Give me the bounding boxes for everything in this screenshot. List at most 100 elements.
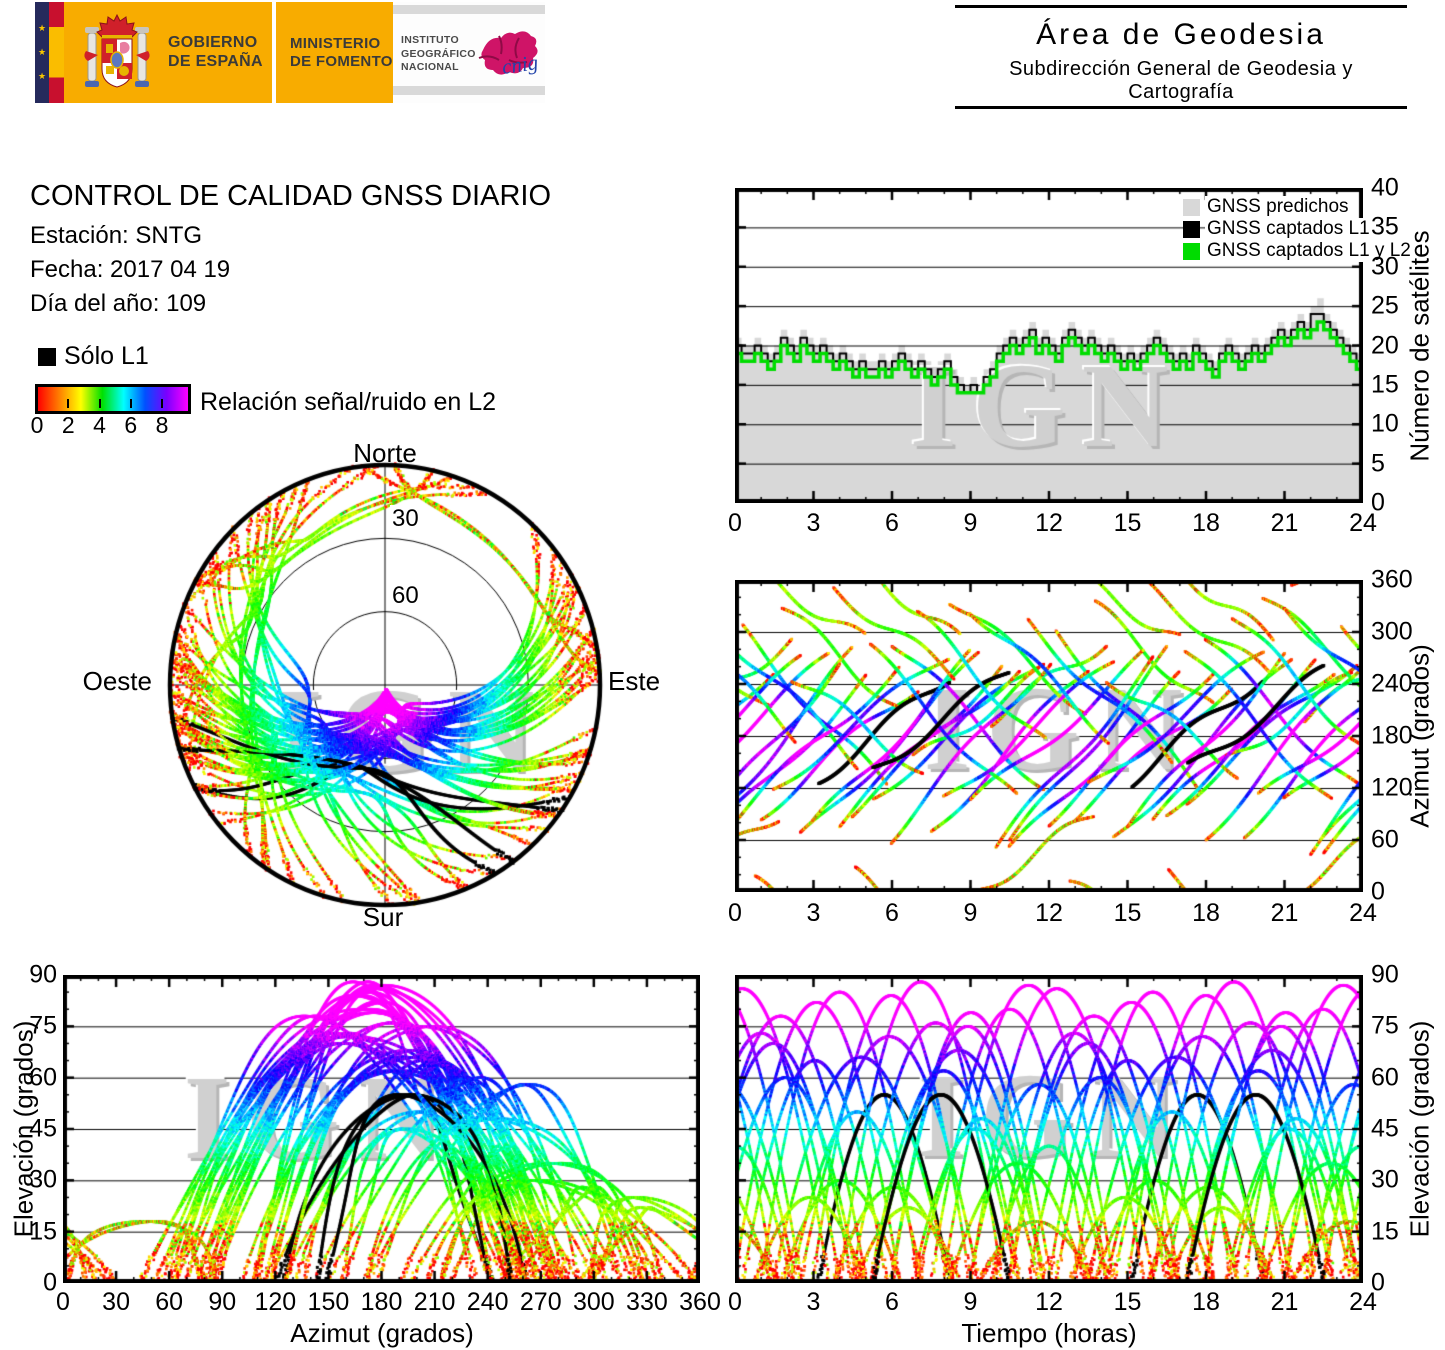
axis-tick-label: 21 <box>1270 1288 1299 1316</box>
black-swatch-icon <box>38 347 56 366</box>
axis-tick-label: 75 <box>29 1011 57 1040</box>
axis-tick-label: 0 <box>1371 1268 1385 1297</box>
instituto-line2: GEOGRÁFICO <box>401 47 476 60</box>
legend-row: GNSS predichos <box>1183 196 1413 218</box>
legend-label: GNSS captados L1 <box>1205 218 1372 240</box>
ministerio-line1: MINISTERIO <box>290 34 381 52</box>
eu-flag-strip: ★ ★ ★ <box>35 2 49 103</box>
colorbar-tick <box>161 399 163 408</box>
axis-tick-label: 60 <box>1371 1063 1399 1092</box>
axis-tick-label: 15 <box>1113 509 1142 537</box>
colorbar-tick-label: 0 <box>30 412 44 438</box>
axis-tick-label: 90 <box>208 1288 237 1316</box>
area-header: Área de Geodesia Subdirección General de… <box>955 5 1407 109</box>
colorbar-tick <box>36 399 38 408</box>
axis-tick-label: 60 <box>1371 825 1399 854</box>
elevation-azimuth-chart <box>63 975 700 1283</box>
axis-tick-label: 210 <box>413 1288 456 1316</box>
axis-tick-label: 18 <box>1192 899 1220 927</box>
axis-tick-label: 21 <box>1270 509 1299 537</box>
sat-count-ylabel: Número de satélites <box>1404 230 1435 462</box>
date-line: Fecha: 2017 04 19 <box>30 256 231 283</box>
star-icon: ★ <box>37 71 47 82</box>
azimuth-time-chart <box>735 580 1363 892</box>
axis-tick-label: 90 <box>29 960 57 989</box>
axis-tick-label: 24 <box>1349 899 1377 927</box>
satellite-count-legend: GNSS predichos GNSS captados L1 GNSS cap… <box>1183 196 1413 262</box>
skyplot-south-label: Sur <box>362 902 404 932</box>
black-swatch-icon <box>1183 220 1200 238</box>
legend-label: GNSS captados L1 y L2 <box>1205 240 1413 262</box>
star-icon: ★ <box>37 46 47 57</box>
colorbar-tick-label: 2 <box>61 412 75 438</box>
ign-block: INSTITUTO GEOGRÁFICO NACIONAL cnig <box>393 2 545 103</box>
axis-tick-label: 120 <box>1371 773 1413 802</box>
axis-tick-label: 3 <box>806 899 821 927</box>
gray-swatch-icon <box>1183 198 1200 216</box>
green-swatch-icon <box>1183 242 1200 260</box>
elev-azimuth-xlabel: Azimut (grados) <box>290 1318 474 1348</box>
cnig-logo-icon: cnig <box>478 31 540 79</box>
legend-label: GNSS predichos <box>1205 196 1351 218</box>
axis-tick-label: 6 <box>885 899 899 927</box>
axis-tick-label: 15 <box>1113 1288 1142 1316</box>
colorbar-tick-label: 6 <box>124 412 138 438</box>
axis-tick-label: 30 <box>102 1288 130 1316</box>
axis-tick-label: 9 <box>963 899 978 927</box>
colorbar-tick <box>67 399 70 408</box>
axis-tick-label: 6 <box>885 509 899 537</box>
axis-tick-label: 270 <box>519 1288 562 1316</box>
area-subtitle: Subdirección General de Geodesia y Carto… <box>1009 58 1353 103</box>
axis-tick-label: 150 <box>307 1288 350 1316</box>
axis-tick-label: 15 <box>1371 1217 1399 1246</box>
station-line: Estación: SNTG <box>30 222 203 249</box>
axis-tick-label: 12 <box>1035 509 1063 537</box>
axis-tick-label: 15 <box>1371 370 1399 399</box>
skyplot-north-label: Norte <box>353 438 417 468</box>
elev-time-ylabel: Elevación (grados) <box>1404 1020 1435 1238</box>
government-logo: ★ ★ ★ <box>35 2 545 103</box>
axis-tick-label: 60 <box>155 1288 184 1316</box>
axis-tick-label: 300 <box>572 1288 615 1316</box>
snr-colorbar-label: Relación señal/ruido en L2 <box>200 388 497 416</box>
spain-flag-strip <box>49 2 64 103</box>
legend-row: GNSS captados L1 y L2 <box>1183 240 1413 262</box>
axis-tick-label: 3 <box>806 1288 821 1316</box>
axis-tick-label: 15 <box>29 1217 57 1246</box>
skyplot-east-label: Este <box>608 666 661 696</box>
colorbar-tick <box>129 399 132 408</box>
axis-tick-label: 180 <box>1371 721 1413 750</box>
divider <box>393 5 545 14</box>
ministerio-block: MINISTERIO DE FOMENTO <box>272 2 393 103</box>
axis-tick-label: 90 <box>1371 960 1399 989</box>
doy-line: Día del año: 109 <box>30 290 207 317</box>
coat-of-arms-icon <box>84 13 150 88</box>
axis-tick-label: 12 <box>1035 1288 1063 1316</box>
axis-tick-label: 0 <box>728 899 742 927</box>
divider <box>393 86 545 95</box>
area-title: Área de Geodesia <box>1036 18 1326 51</box>
axis-tick-label: 40 <box>1371 173 1399 202</box>
axis-tick-label: 3 <box>806 509 821 537</box>
axis-tick-label: 25 <box>1371 291 1399 320</box>
instituto-line3: NACIONAL <box>401 61 459 74</box>
axis-tick-label: 360 <box>679 1288 721 1316</box>
axis-tick-label: 15 <box>1113 899 1142 927</box>
axis-tick-label: 18 <box>1192 509 1220 537</box>
axis-tick-label: 24 <box>1349 509 1377 537</box>
axis-tick-label: 45 <box>1371 1114 1399 1143</box>
axis-tick-label: 0 <box>728 509 742 537</box>
axis-tick-label: 0 <box>56 1288 70 1316</box>
axis-tick-label: 0 <box>1371 488 1385 517</box>
axis-tick-label: 360 <box>1371 565 1413 594</box>
colorbar-tick-label: 8 <box>155 412 169 438</box>
axis-tick-label: 10 <box>1371 409 1399 438</box>
axis-tick-label: 240 <box>466 1288 509 1316</box>
axis-tick-label: 9 <box>963 509 978 537</box>
axis-tick-label: 180 <box>360 1288 403 1316</box>
axis-tick-label: 6 <box>885 1288 899 1316</box>
axis-tick-label: 0 <box>43 1268 57 1297</box>
axis-tick-label: 45 <box>29 1114 57 1143</box>
axis-tick-label: 20 <box>1371 331 1399 359</box>
